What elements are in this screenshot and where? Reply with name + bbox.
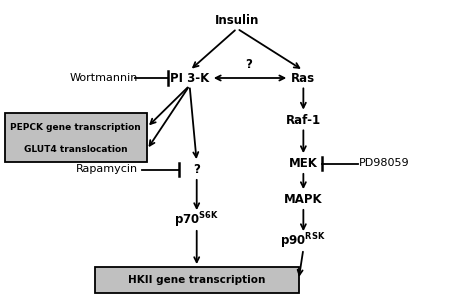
Text: MAPK: MAPK [284,193,323,206]
Text: PEPCK gene transcription: PEPCK gene transcription [10,123,141,132]
Text: p90$\mathregular{^{RSK}}$: p90$\mathregular{^{RSK}}$ [281,232,326,251]
FancyBboxPatch shape [95,267,299,292]
Text: p70$\mathregular{^{S6K}}$: p70$\mathregular{^{S6K}}$ [174,211,219,230]
Text: Ras: Ras [292,71,315,85]
Text: Wortmannin: Wortmannin [70,73,138,83]
Text: ?: ? [246,58,252,71]
Text: MEK: MEK [289,157,318,170]
Text: HKII gene transcription: HKII gene transcription [128,275,265,285]
Text: PI 3-K: PI 3-K [170,71,209,85]
Text: ?: ? [193,163,200,176]
Text: Insulin: Insulin [215,14,259,28]
FancyBboxPatch shape [5,112,147,162]
Text: GLUT4 translocation: GLUT4 translocation [24,145,128,154]
Text: PD98059: PD98059 [359,158,409,169]
Text: Raf-1: Raf-1 [286,113,321,127]
Text: Rapamycin: Rapamycin [75,164,138,175]
